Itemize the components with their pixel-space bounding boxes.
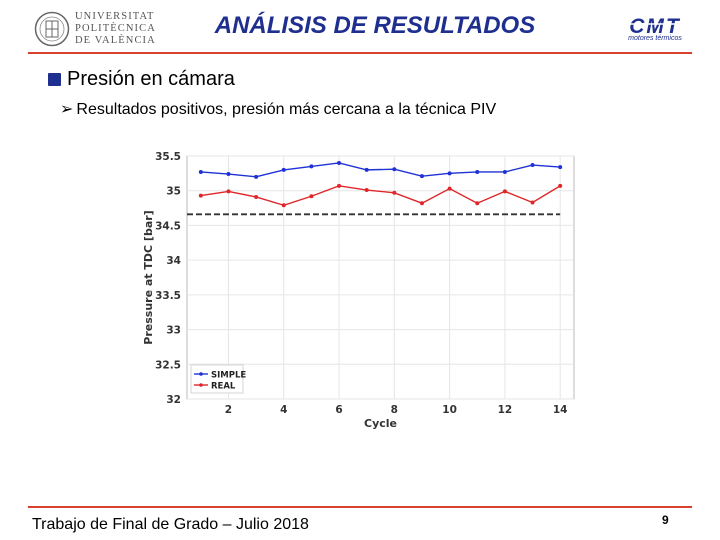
header-divider: [28, 52, 692, 54]
footer-text: Trabajo de Final de Grado – Julio 2018: [32, 516, 309, 533]
data-point-simple: [392, 167, 397, 172]
x-tick-label: 10: [442, 404, 457, 416]
square-bullet-icon: [48, 73, 61, 86]
data-point-real: [226, 189, 231, 194]
data-point-real: [392, 190, 397, 195]
y-tick-label: 33: [166, 325, 181, 337]
data-point-real: [502, 189, 507, 194]
data-point-real: [530, 200, 535, 205]
arrow-bullet-icon: ➢: [60, 101, 74, 118]
legend-marker-real: [199, 383, 203, 387]
y-tick-label: 34.5: [155, 220, 181, 232]
cmt-logo-text: CMT: [629, 16, 681, 36]
university-seal-icon: [34, 11, 70, 47]
data-point-real: [475, 201, 480, 206]
y-tick-label: 32.5: [155, 359, 181, 371]
data-point-real: [309, 194, 314, 199]
x-tick-label: 14: [553, 404, 568, 416]
data-point-simple: [475, 169, 480, 174]
data-point-simple: [198, 169, 203, 174]
data-point-real: [419, 201, 424, 206]
series-line-real: [200, 185, 561, 207]
data-point-real: [447, 186, 452, 191]
data-point-simple: [502, 169, 507, 174]
data-point-real: [364, 188, 369, 193]
university-name-line: UNIVERSITAT: [75, 11, 155, 22]
bullet-level-2-text: Resultados positivos, presión más cercan…: [76, 101, 497, 118]
pressure-chart: 32 32.5 33 33.5 34 34.5 35 35.5 2 4 6 8 10 12 14 Cycle P…: [142, 151, 575, 430]
slide-title: ANÁLISIS DE RESULTADOS: [214, 12, 536, 39]
data-point-real: [281, 203, 286, 208]
data-point-simple: [337, 160, 342, 165]
data-point-simple: [447, 171, 452, 176]
data-point-simple: [281, 167, 286, 172]
data-point-real: [254, 194, 259, 199]
x-tick-label: 6: [335, 404, 342, 416]
plot-area: [186, 155, 575, 400]
cmt-logo-icon: CMT: [621, 15, 689, 38]
data-point-real: [558, 183, 563, 188]
bullet-level-1-text: Presión en cámara: [67, 68, 235, 90]
x-tick-label: 2: [225, 404, 232, 416]
legend-box: [190, 364, 244, 394]
data-point-simple: [309, 164, 314, 169]
cmt-logo: CMT motores térmicos: [619, 15, 691, 46]
bullet-level-1: Presión en cámara: [48, 68, 235, 91]
data-point-simple: [364, 167, 369, 172]
x-tick-label: 4: [280, 404, 287, 416]
university-logo: UNIVERSITAT POLITÈCNICA DE VALÈNCIA: [34, 10, 155, 48]
y-tick-label: 35: [166, 186, 181, 198]
y-tick-label: 34: [166, 255, 181, 267]
y-tick-label: 35.5: [155, 151, 181, 163]
data-point-simple: [419, 174, 424, 179]
x-tick-label: 8: [391, 404, 398, 416]
university-name-line: DE VALÈNCIA: [75, 35, 156, 46]
bullet-level-2: ➢ Resultados positivos, presión más cerca…: [60, 99, 496, 119]
page-number: 9: [662, 513, 669, 527]
data-point-real: [198, 193, 203, 198]
cmt-subtitle: motores térmicos: [628, 35, 682, 42]
legend-marker-simple: [199, 372, 203, 376]
data-point-simple: [530, 163, 535, 168]
data-point-simple: [254, 174, 259, 179]
university-name: UNIVERSITAT POLITÈCNICA DE VALÈNCIA: [75, 11, 156, 47]
legend-label-simple: SIMPLE: [211, 371, 246, 381]
footer-divider: [28, 506, 692, 508]
data-point-simple: [226, 172, 231, 177]
data-point-simple: [558, 165, 563, 170]
y-axis-label: Pressure at TDC [bar]: [142, 210, 155, 344]
data-point-real: [337, 183, 342, 188]
university-name-line: POLITÈCNICA: [75, 23, 156, 34]
legend-label-real: REAL: [211, 382, 236, 392]
y-tick-label: 32: [166, 394, 181, 406]
x-tick-label: 12: [498, 404, 513, 416]
y-tick-label: 33.5: [155, 290, 181, 302]
series-line-simple: [200, 162, 561, 178]
x-axis-label: Cycle: [364, 417, 397, 430]
